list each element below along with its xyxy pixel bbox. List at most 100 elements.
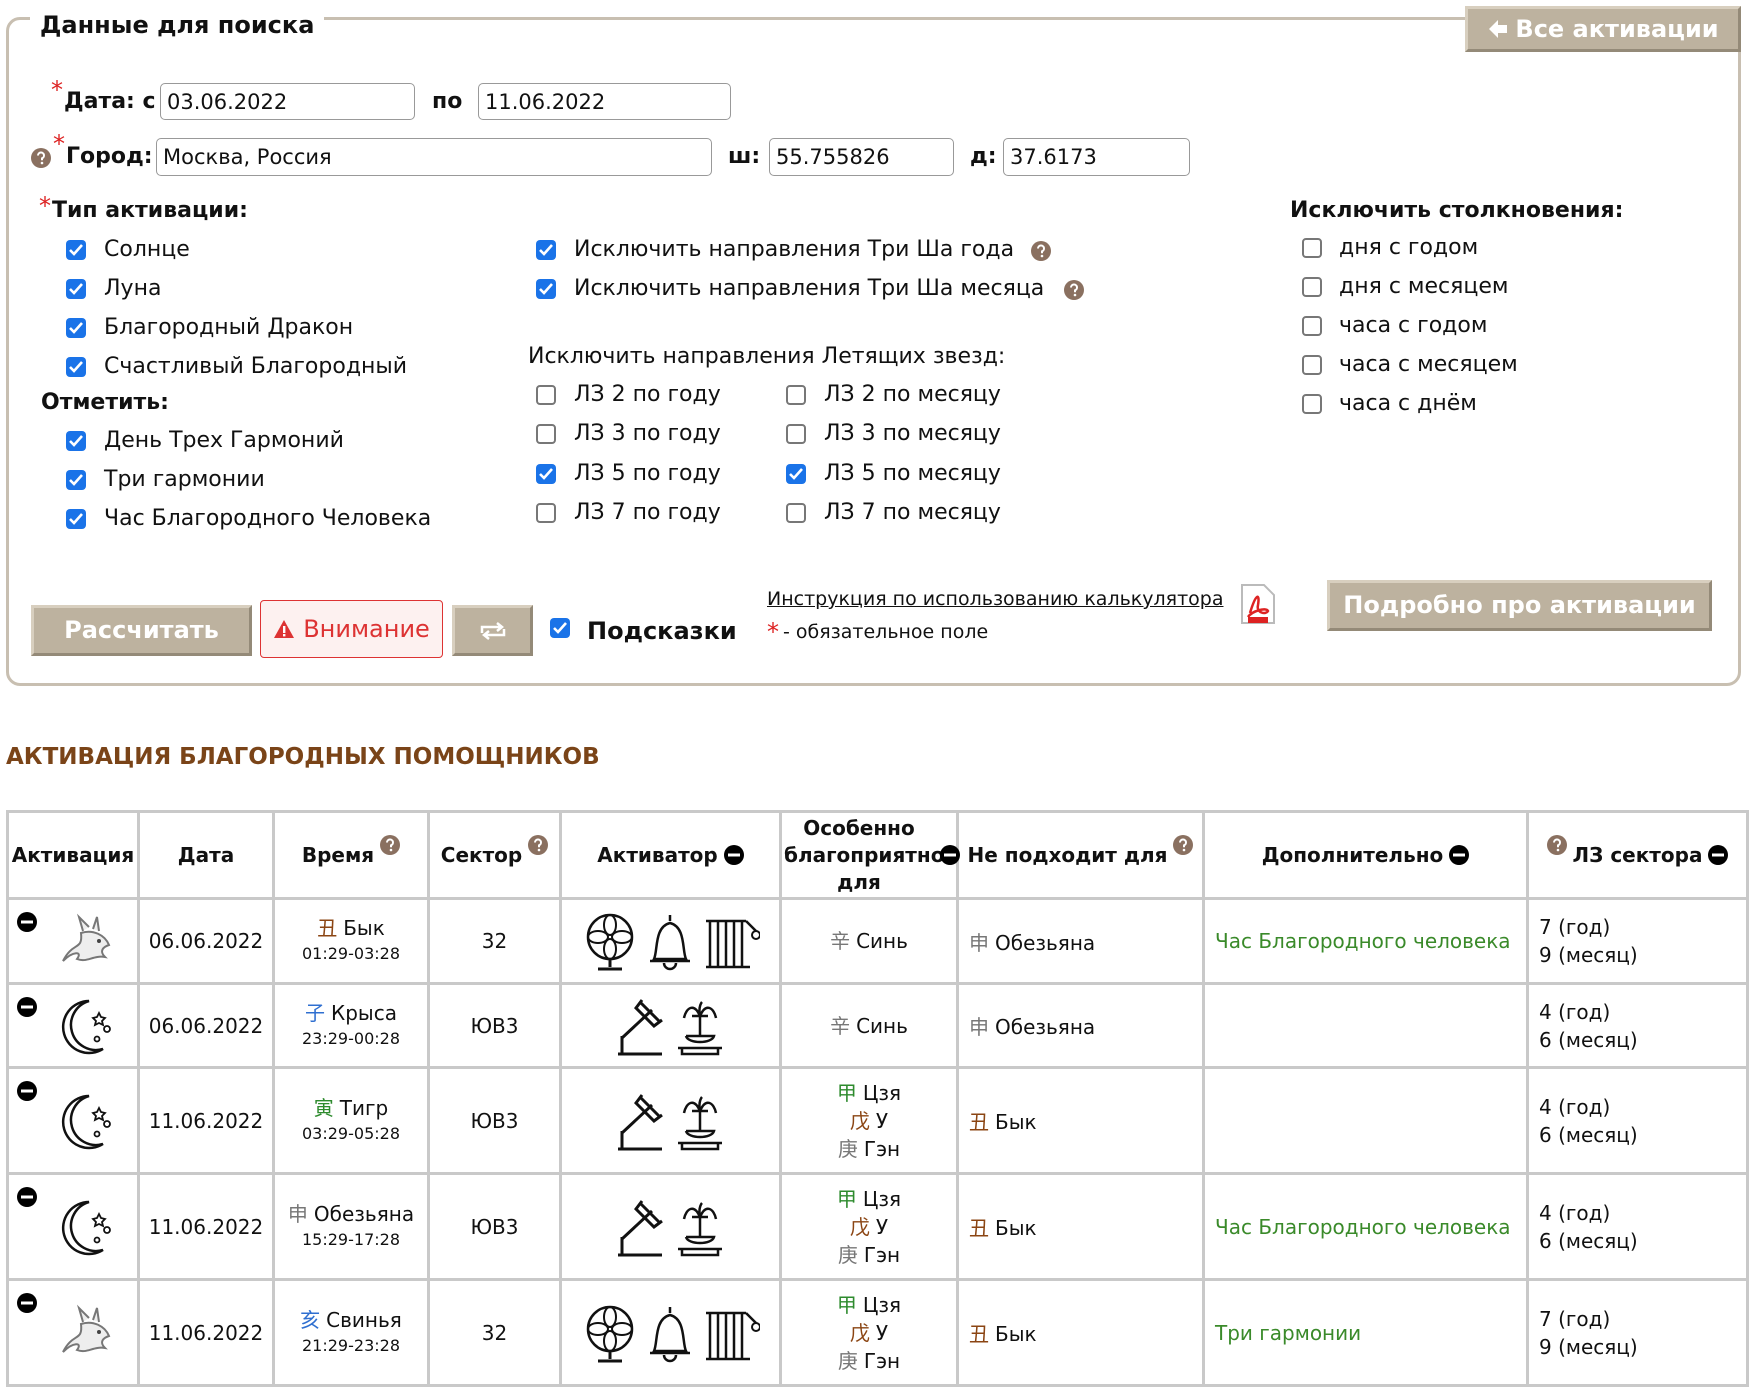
branch: 亥 Свинья [275,1307,427,1333]
chimes-icon [705,1311,761,1360]
collapse-icon [17,1187,37,1207]
cell: ЮВ3 [427,1172,562,1281]
branch-name: У [875,1214,889,1239]
cell: 4 (год) 6 (месяц) [1526,1172,1749,1281]
section-title: АКТИВАЦИЯ БЛАГОРОДНЫХ ПОМОЩНИКОВ [6,744,600,770]
checkbox[interactable] [1302,277,1322,297]
required-mark: * [39,192,51,220]
checkbox[interactable] [1302,238,1322,258]
branch-char: 申 [287,1201,308,1226]
lz-value: 9 (месяц) [1539,1334,1638,1359]
branch-name: Свинья [326,1307,402,1332]
input[interactable]: 03.06.2022 [160,83,415,120]
cell: 06.06.2022 [137,982,275,1069]
checkbox[interactable] [66,470,86,490]
all-activations-button[interactable]: Все активации [1465,6,1741,52]
header-content: ЛЗ сектора [1530,835,1745,869]
cell [1202,982,1529,1069]
time-range: 03:29-05:28 [302,1123,400,1143]
checkbox[interactable] [536,279,556,299]
option-label: Луна [104,276,162,301]
legend: Данные для поиска [30,8,325,42]
collapse-icon [17,1293,37,1313]
cell [6,897,140,985]
branch-name: Синь [856,1013,908,1038]
checkbox[interactable] [536,424,556,444]
calculate-button[interactable]: Рассчитать [31,605,252,656]
branch-name: Тигр [339,1095,389,1120]
checkbox[interactable] [536,464,556,484]
required-mark: * [767,618,779,646]
checkbox[interactable] [1302,316,1322,336]
header-content: Не подходит для [960,835,1201,869]
hammer-icon [617,998,663,1055]
column-header: Дата [137,810,275,900]
cell: 11.06.2022 [137,1172,275,1281]
branch-name: У [875,1320,889,1345]
header-label: ЛЗ сектора [1572,842,1703,867]
input[interactable]: 11.06.2022 [478,83,731,120]
refresh-button[interactable] [452,605,533,656]
check-icon [69,283,83,295]
checkbox[interactable] [550,618,570,638]
cell: 甲 Цзя 戊 У 庚 Гэн [779,1278,959,1387]
cell: 甲 Цзя 戊 У 庚 Гэн [779,1172,959,1281]
instruction-link[interactable]: Инструкция по использованию калькулятора [767,588,1224,610]
checkbox[interactable] [66,279,86,299]
input[interactable]: Москва, Россия [156,138,712,176]
checkbox[interactable] [536,385,556,405]
sector: 32 [481,1320,508,1345]
header-label: Дополнительно [1261,842,1444,867]
checkbox[interactable] [786,385,806,405]
date: 11.06.2022 [148,1320,264,1345]
checkbox[interactable] [786,503,806,523]
checkbox[interactable] [66,509,86,529]
warning-button[interactable]: Внимание [260,600,443,658]
checkbox[interactable] [66,357,86,377]
checkbox[interactable] [66,318,86,338]
branch-char: 辛 [830,1013,851,1038]
branch-char: 庚 [837,1348,858,1373]
checkbox[interactable] [786,464,806,484]
header-label: Особенно благоприятно для [784,815,945,894]
help-icon [380,835,401,855]
label: Дата: с [64,89,156,114]
fountain-icon [677,1000,722,1055]
branch: 子 Крыса [275,1000,427,1026]
collapse-icon [940,845,960,865]
cell: 06.06.2022 [137,897,275,985]
sector: ЮВ3 [470,1214,519,1239]
checkbox[interactable] [66,240,86,260]
details-button[interactable]: Подробно про активации [1327,580,1712,631]
branch-name: Обезьяна [313,1201,415,1226]
cell [559,1066,782,1175]
section-label: Отметить: [41,390,169,415]
option-label: ЛЗ 2 по месяцу [824,382,1001,407]
checkbox[interactable] [1302,394,1322,414]
branch: 丑 Бык [275,915,427,941]
checkbox[interactable] [786,424,806,444]
label: ш: [728,144,761,169]
hammer-icon [617,1093,663,1150]
checkbox[interactable] [536,503,556,523]
branch: 甲 Цзя [782,1291,956,1319]
fountain-icon [677,1095,722,1150]
data-row: 06.06.2022 子 Крыса 23:29-00:28 ЮВ3 辛 Синь 申 Обез… [6,982,1749,1069]
bell-icon [649,915,690,971]
cell: Час Благородного человека [1202,1172,1529,1281]
checkbox[interactable] [1302,355,1322,375]
checkbox[interactable] [536,240,556,260]
check-icon [553,622,567,634]
branch-char: 申 [969,930,989,955]
checkbox[interactable] [66,431,86,451]
collapse-icon [17,1081,37,1101]
option-label: Исключить направления Три Ша года [574,237,1015,262]
input[interactable]: 37.6173 [1003,138,1190,176]
branch-name: Крыса [331,1000,397,1025]
option-label: ЛЗ 5 по месяцу [824,461,1001,486]
input[interactable]: 55.755826 [769,138,954,176]
results-table: Активация Дата Время Сектор Активатор Особенн… [6,810,1749,1387]
sector: ЮВ3 [470,1108,519,1133]
cell: 丑 Бык [956,1172,1205,1281]
